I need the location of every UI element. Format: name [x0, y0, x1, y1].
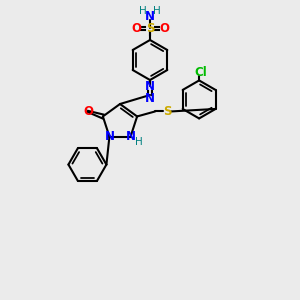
Text: O: O — [83, 105, 93, 118]
Text: N: N — [145, 92, 155, 106]
Text: O: O — [131, 22, 141, 34]
Text: H: H — [153, 6, 161, 16]
Text: S: S — [163, 105, 171, 118]
Text: Cl: Cl — [195, 66, 208, 79]
Text: O: O — [159, 22, 169, 34]
Text: N: N — [104, 130, 114, 143]
Text: N: N — [145, 80, 155, 94]
Text: S: S — [146, 22, 154, 34]
Text: N: N — [145, 10, 155, 22]
Text: N: N — [126, 130, 136, 143]
Text: H: H — [135, 136, 142, 147]
Text: H: H — [139, 6, 147, 16]
